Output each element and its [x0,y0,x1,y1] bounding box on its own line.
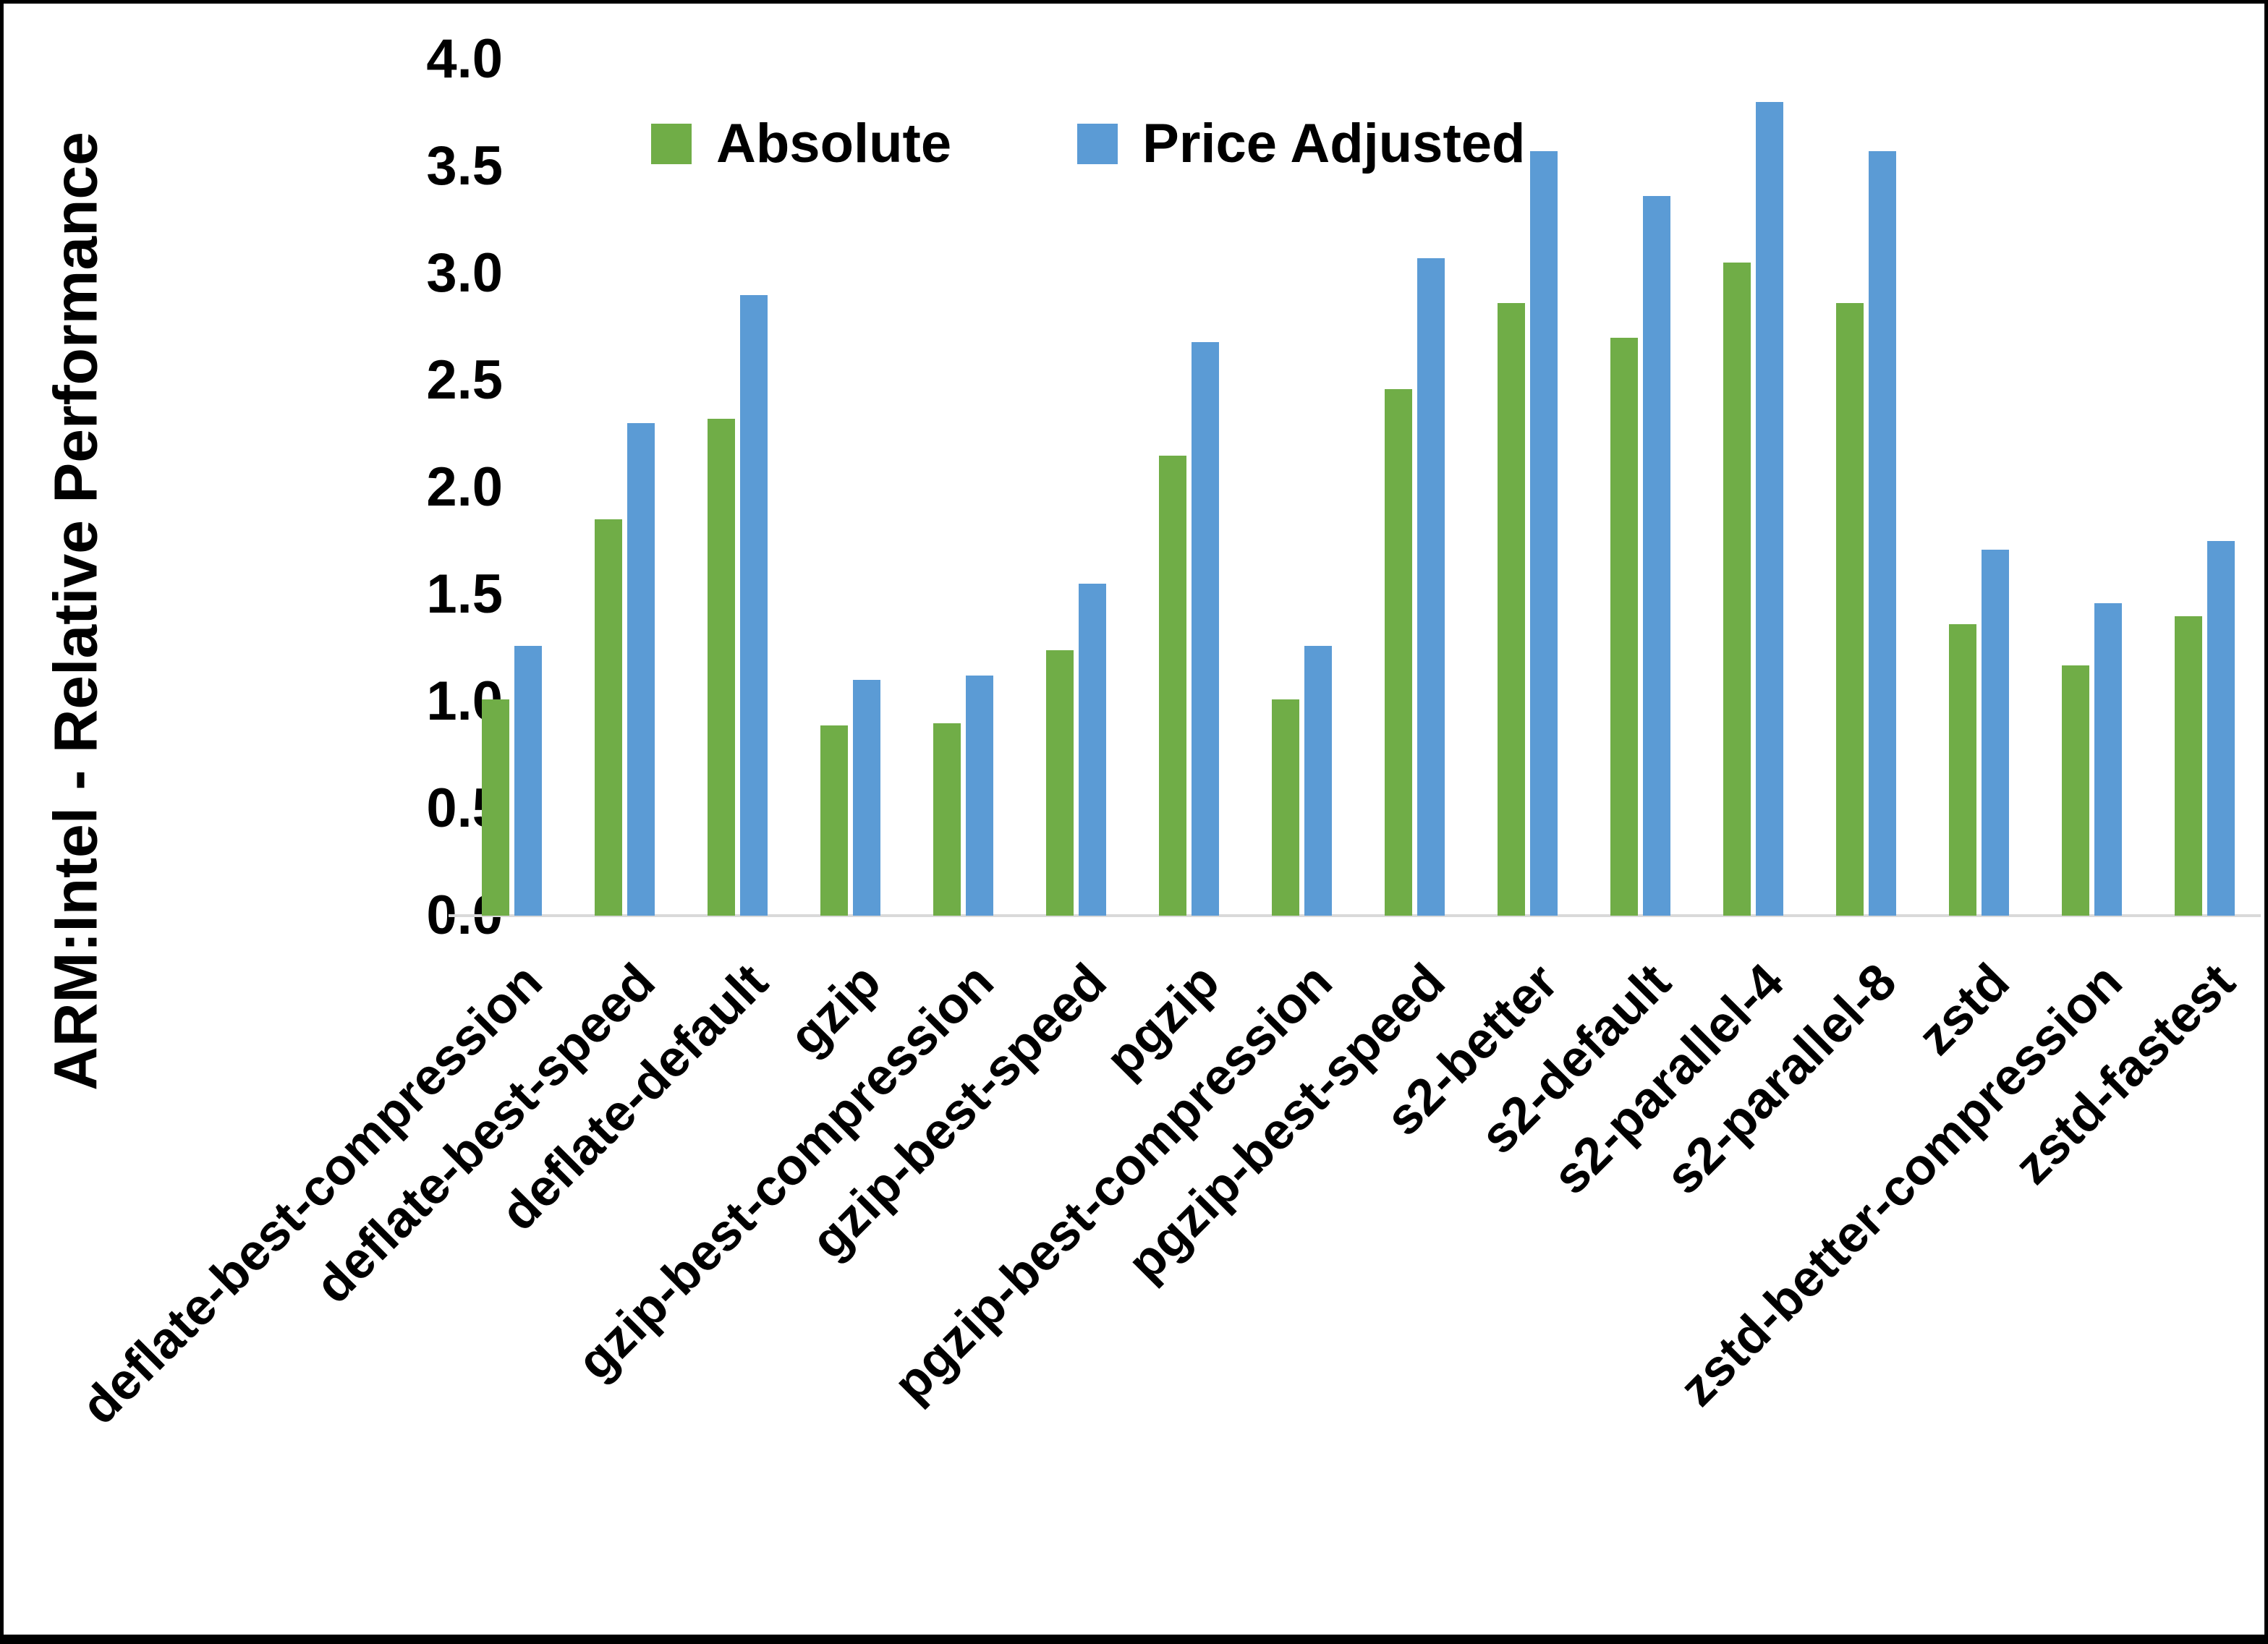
y-tick-label-1.5: 1.5 [426,563,503,625]
bar-price-adjusted-zstd [1982,550,2009,916]
y-tick-label-0.5: 0.5 [426,778,503,839]
bar-price-adjusted-zstd-fastest [2207,541,2235,916]
bar-absolute-s2-default [1610,338,1638,916]
bar-price-adjusted-pgzip [1192,342,1219,916]
bar-price-adjusted-s2-default [1643,196,1670,916]
bar-price-adjusted-gzip [853,680,880,916]
bar-price-adjusted-deflate-best-speed [627,423,655,916]
bar-absolute-pgzip-best-speed [1385,389,1412,916]
bar-absolute-pgzip-best-compression [1272,699,1299,916]
y-tick-label-3.5: 3.5 [426,135,503,197]
bar-price-adjusted-s2-parallel-4 [1756,102,1783,916]
bar-absolute-deflate-best-compression [482,699,509,916]
bar-absolute-gzip [820,725,848,916]
y-tick-label-2.0: 2.0 [426,456,503,518]
bar-absolute-zstd-fastest [2175,616,2202,916]
y-axis-title: ARM:Intel - Relative Performance [41,132,110,1091]
y-tick-label-4.0: 4.0 [426,28,503,90]
x-axis-line [449,914,2261,917]
x-label-deflate-best-compression: deflate-best-compression [70,953,553,1436]
bar-absolute-gzip-best-speed [1046,650,1074,916]
bar-absolute-s2-parallel-8 [1836,303,1864,916]
bar-price-adjusted-deflate-best-compression [514,646,542,916]
bar-absolute-pgzip [1159,456,1186,916]
y-tick-label-1.0: 1.0 [426,670,503,732]
bar-absolute-gzip-best-compression [933,723,961,916]
bar-absolute-zstd-better-compression [2062,665,2089,916]
legend-label-absolute: Absolute [716,113,952,174]
legend-swatch-absolute [651,123,692,164]
bar-price-adjusted-gzip-best-speed [1079,584,1106,916]
bar-absolute-s2-better [1498,303,1525,916]
bar-absolute-deflate-default [708,419,735,916]
bar-price-adjusted-pgzip-best-speed [1417,258,1445,916]
y-tick-label-2.5: 2.5 [426,349,503,411]
y-tick-label-3.0: 3.0 [426,242,503,304]
bar-price-adjusted-s2-better [1530,151,1558,916]
bar-absolute-deflate-best-speed [595,519,622,916]
bar-price-adjusted-gzip-best-compression [966,676,993,916]
legend: Absolute Price Adjusted [651,112,1525,175]
bar-absolute-zstd [1949,624,1976,916]
bar-price-adjusted-pgzip-best-compression [1304,646,1332,916]
bar-price-adjusted-s2-parallel-8 [1869,151,1896,916]
bar-absolute-s2-parallel-4 [1723,263,1751,916]
legend-label-price-adjusted: Price Adjusted [1142,113,1526,174]
bar-price-adjusted-zstd-better-compression [2094,603,2122,916]
legend-swatch-price-adjusted [1077,123,1118,164]
bar-price-adjusted-deflate-default [740,295,768,916]
